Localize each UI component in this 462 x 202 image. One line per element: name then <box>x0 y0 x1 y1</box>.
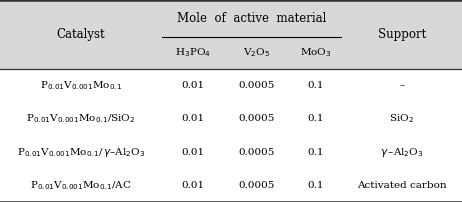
Text: V$_2$O$_5$: V$_2$O$_5$ <box>243 47 270 59</box>
Text: 0.0005: 0.0005 <box>238 114 275 123</box>
Text: 0.1: 0.1 <box>307 81 324 90</box>
Text: 0.1: 0.1 <box>307 114 324 123</box>
Text: Activated carbon: Activated carbon <box>357 181 446 190</box>
Text: 0.01: 0.01 <box>181 114 204 123</box>
Text: H$_3$PO$_4$: H$_3$PO$_4$ <box>175 47 210 59</box>
Text: 0.0005: 0.0005 <box>238 181 275 190</box>
Text: 0.1: 0.1 <box>307 181 324 190</box>
Text: Catalyst: Catalyst <box>56 28 105 41</box>
Text: Mole  of  active  material: Mole of active material <box>177 12 326 25</box>
Text: P$_{0.01}$V$_{0.001}$Mo$_{0.1}$: P$_{0.01}$V$_{0.001}$Mo$_{0.1}$ <box>40 79 122 92</box>
Text: MoO$_3$: MoO$_3$ <box>300 47 331 59</box>
Text: Support: Support <box>377 28 426 41</box>
Text: –: – <box>399 81 404 90</box>
Text: 0.01: 0.01 <box>181 147 204 157</box>
Text: 0.0005: 0.0005 <box>238 147 275 157</box>
Text: $\gamma\,$–Al$_2$O$_3$: $\gamma\,$–Al$_2$O$_3$ <box>380 145 424 159</box>
Text: P$_{0.01}$V$_{0.001}$Mo$_{0.1}$/ $\gamma$–Al$_2$O$_3$: P$_{0.01}$V$_{0.001}$Mo$_{0.1}$/ $\gamma… <box>17 145 145 159</box>
Text: 0.1: 0.1 <box>307 147 324 157</box>
Text: 0.01: 0.01 <box>181 81 204 90</box>
Text: P$_{0.01}$V$_{0.001}$Mo$_{0.1}$/SiO$_2$: P$_{0.01}$V$_{0.001}$Mo$_{0.1}$/SiO$_2$ <box>26 112 135 125</box>
Text: SiO$_2$: SiO$_2$ <box>389 112 414 125</box>
Text: P$_{0.01}$V$_{0.001}$Mo$_{0.1}$/AC: P$_{0.01}$V$_{0.001}$Mo$_{0.1}$/AC <box>30 179 132 192</box>
Bar <box>0 69 462 202</box>
Text: 0.01: 0.01 <box>181 181 204 190</box>
Text: 0.0005: 0.0005 <box>238 81 275 90</box>
Bar <box>0 0 462 69</box>
